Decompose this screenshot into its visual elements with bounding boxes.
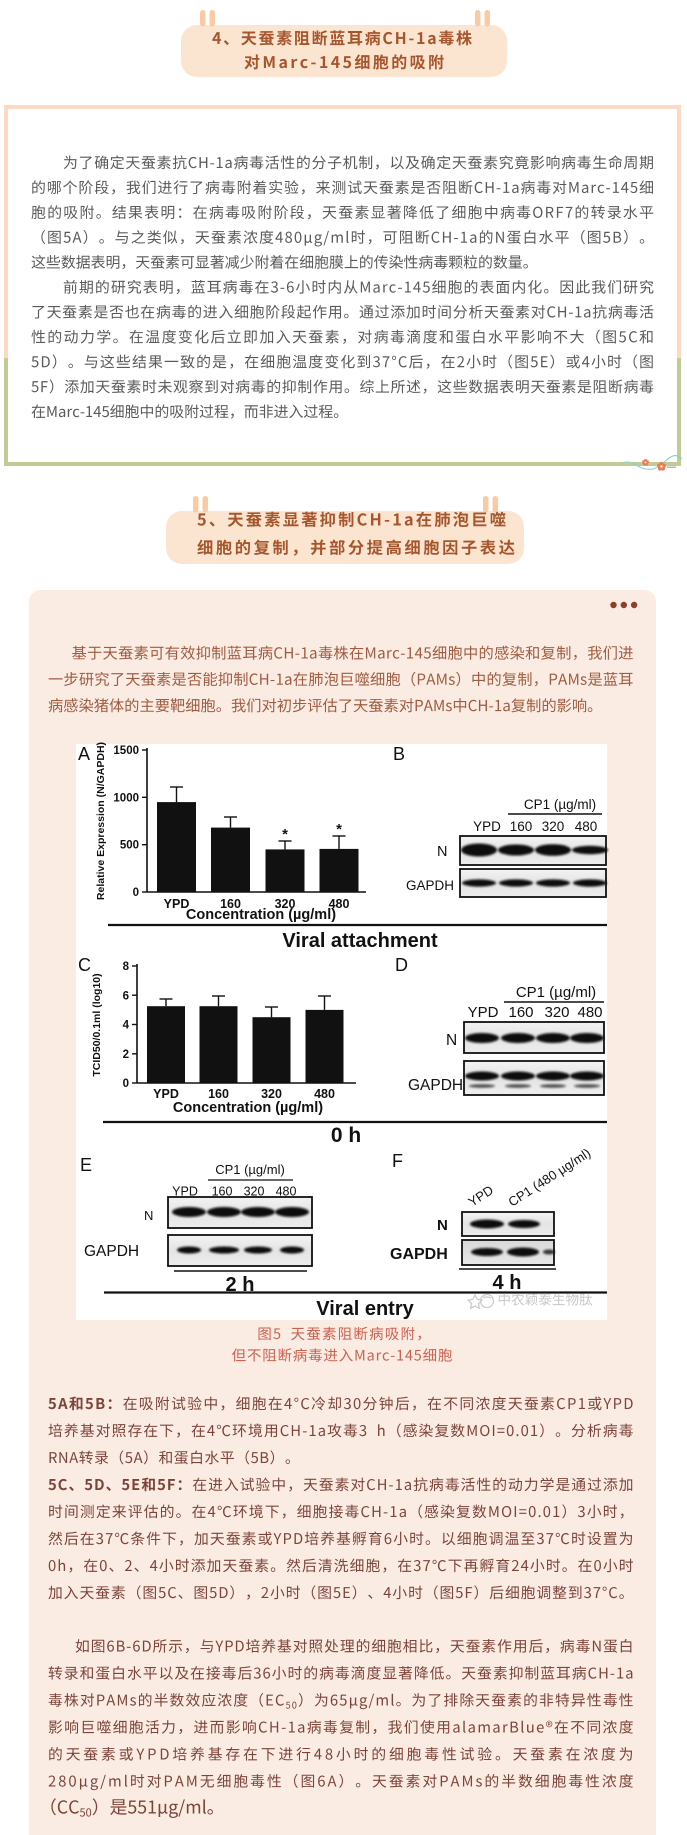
- svg-text:4 h: 4 h: [493, 1272, 522, 1294]
- svg-text:320: 320: [244, 1185, 265, 1199]
- svg-text:Concentration (µg/ml): Concentration (µg/ml): [173, 1100, 323, 1116]
- svg-text:480: 480: [329, 897, 350, 911]
- svg-text:4: 4: [123, 1020, 130, 1032]
- svg-text:CP1 (µg/ml): CP1 (µg/ml): [215, 1162, 285, 1177]
- svg-text:Viral entry: Viral entry: [316, 1298, 414, 1320]
- svg-text:N: N: [446, 1032, 457, 1049]
- svg-text:F: F: [392, 1151, 403, 1171]
- svg-text:GAPDH: GAPDH: [406, 878, 454, 893]
- svg-text:320: 320: [275, 897, 296, 911]
- svg-text:0 h: 0 h: [331, 1124, 361, 1147]
- svg-text:160: 160: [220, 897, 241, 911]
- svg-text:GAPDH: GAPDH: [84, 1243, 139, 1260]
- svg-text:0: 0: [133, 887, 139, 899]
- svg-text:480: 480: [575, 819, 598, 834]
- svg-text:480: 480: [577, 1004, 602, 1021]
- svg-text:320: 320: [261, 1087, 282, 1101]
- svg-text:A: A: [78, 744, 90, 764]
- svg-text:E: E: [80, 1155, 92, 1175]
- svg-text:CP1 (480 µg/ml): CP1 (480 µg/ml): [505, 1145, 593, 1209]
- svg-text:YPD: YPD: [465, 1182, 496, 1209]
- svg-text:TCID50/0.1ml (log10): TCID50/0.1ml (log10): [91, 973, 103, 1076]
- svg-text:GAPDH: GAPDH: [408, 1077, 463, 1094]
- svg-text:160: 160: [508, 1004, 533, 1021]
- svg-text:Concentration (µg/ml): Concentration (µg/ml): [186, 907, 336, 923]
- svg-text:2 h: 2 h: [226, 1274, 255, 1296]
- svg-text:YPD: YPD: [164, 897, 190, 911]
- svg-text:YPD: YPD: [468, 1004, 499, 1021]
- svg-text:*: *: [336, 821, 342, 838]
- svg-text:N: N: [144, 1208, 153, 1223]
- svg-text:CP1 (µg/ml): CP1 (µg/ml): [524, 797, 596, 812]
- svg-text:2: 2: [123, 1049, 129, 1061]
- svg-text:1500: 1500: [113, 745, 139, 757]
- svg-text:320: 320: [542, 819, 565, 834]
- svg-text:CP1 (µg/ml): CP1 (µg/ml): [516, 984, 596, 1001]
- svg-text:160: 160: [208, 1087, 229, 1101]
- svg-text:1000: 1000: [113, 792, 139, 804]
- svg-text:B: B: [393, 744, 405, 764]
- svg-text:480: 480: [276, 1185, 297, 1199]
- svg-text:320: 320: [544, 1004, 569, 1021]
- svg-text:6: 6: [123, 990, 129, 1002]
- svg-text:160: 160: [510, 819, 533, 834]
- svg-text:YPD: YPD: [153, 1087, 179, 1101]
- svg-text:*: *: [282, 826, 288, 843]
- svg-text:500: 500: [120, 840, 139, 852]
- svg-text:YPD: YPD: [172, 1185, 198, 1199]
- svg-text:0: 0: [123, 1078, 129, 1090]
- svg-text:8: 8: [123, 961, 130, 973]
- svg-text:Relative Expression (N/GAPDH): Relative Expression (N/GAPDH): [95, 742, 107, 900]
- svg-text:GAPDH: GAPDH: [390, 1246, 448, 1263]
- svg-text:C: C: [78, 955, 91, 975]
- svg-text:160: 160: [212, 1185, 233, 1199]
- svg-text:480: 480: [314, 1087, 335, 1101]
- svg-text:N: N: [437, 844, 447, 860]
- svg-text:Viral attachment: Viral attachment: [282, 930, 438, 952]
- svg-text:D: D: [395, 955, 408, 975]
- svg-text:YPD: YPD: [473, 819, 501, 834]
- svg-text:N: N: [437, 1217, 448, 1234]
